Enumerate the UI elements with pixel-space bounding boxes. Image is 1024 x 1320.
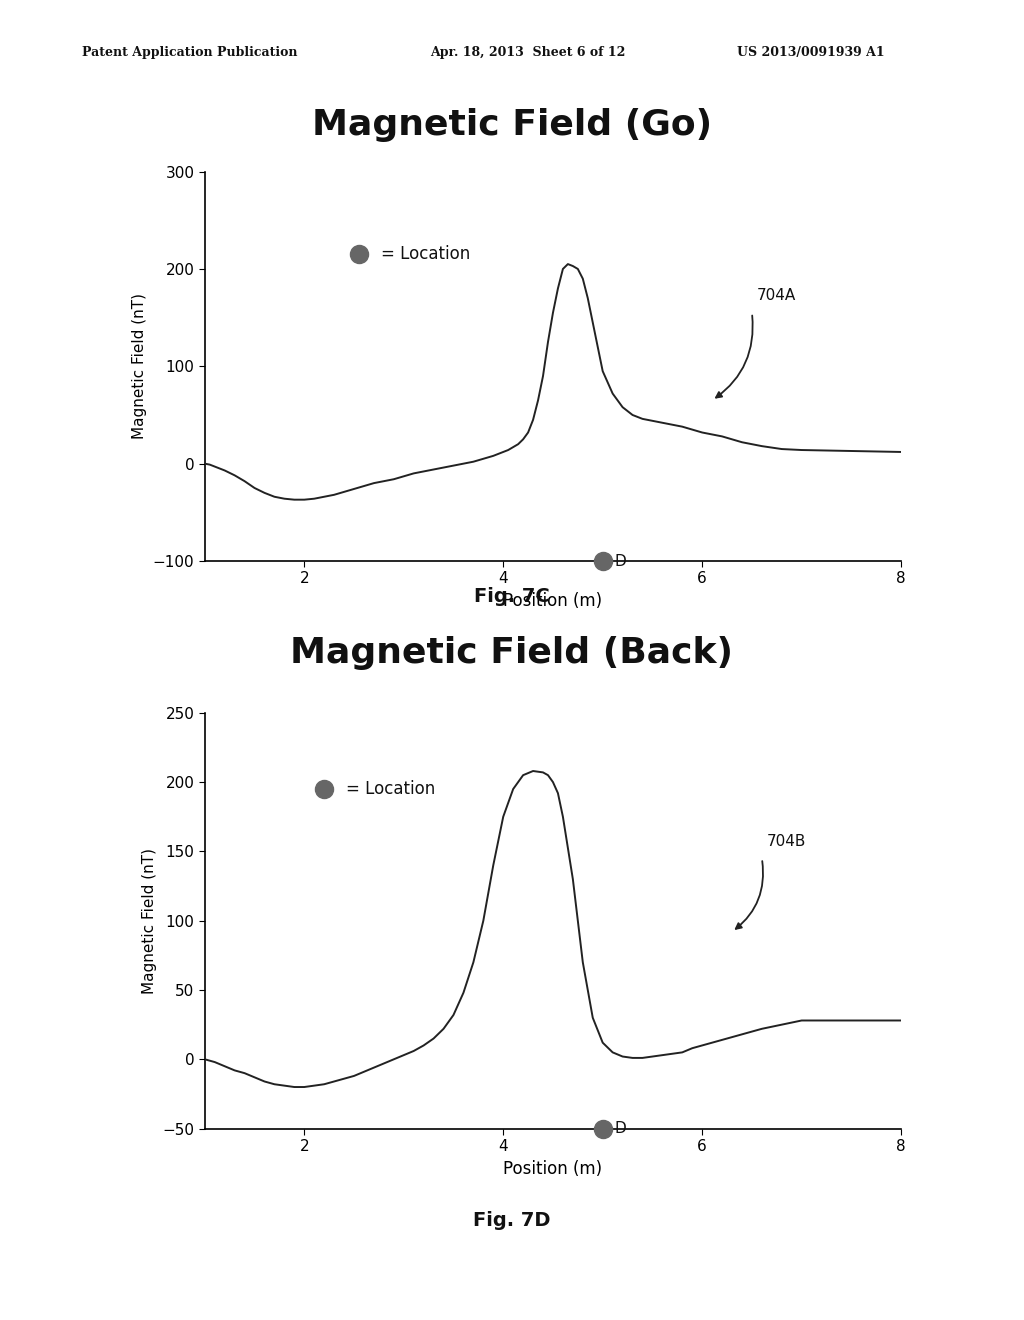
Y-axis label: Magnetic Field (nT): Magnetic Field (nT) [132,293,147,440]
X-axis label: Position (m): Position (m) [504,1159,602,1177]
X-axis label: Position (m): Position (m) [504,591,602,610]
Text: 704B: 704B [767,834,806,849]
Text: Fig. 7D: Fig. 7D [473,1212,551,1230]
Text: Magnetic Field (Back): Magnetic Field (Back) [291,636,733,671]
Text: D: D [614,1121,627,1137]
Text: Magnetic Field (Go): Magnetic Field (Go) [312,108,712,143]
Text: D: D [614,553,627,569]
Text: US 2013/0091939 A1: US 2013/0091939 A1 [737,46,885,59]
Text: Patent Application Publication: Patent Application Publication [82,46,297,59]
Text: Apr. 18, 2013  Sheet 6 of 12: Apr. 18, 2013 Sheet 6 of 12 [430,46,626,59]
Text: 704A: 704A [757,288,796,304]
Text: = Location: = Location [346,780,435,799]
Text: = Location: = Location [381,246,470,264]
Text: Fig. 7C: Fig. 7C [474,587,550,606]
Y-axis label: Magnetic Field (nT): Magnetic Field (nT) [142,847,157,994]
